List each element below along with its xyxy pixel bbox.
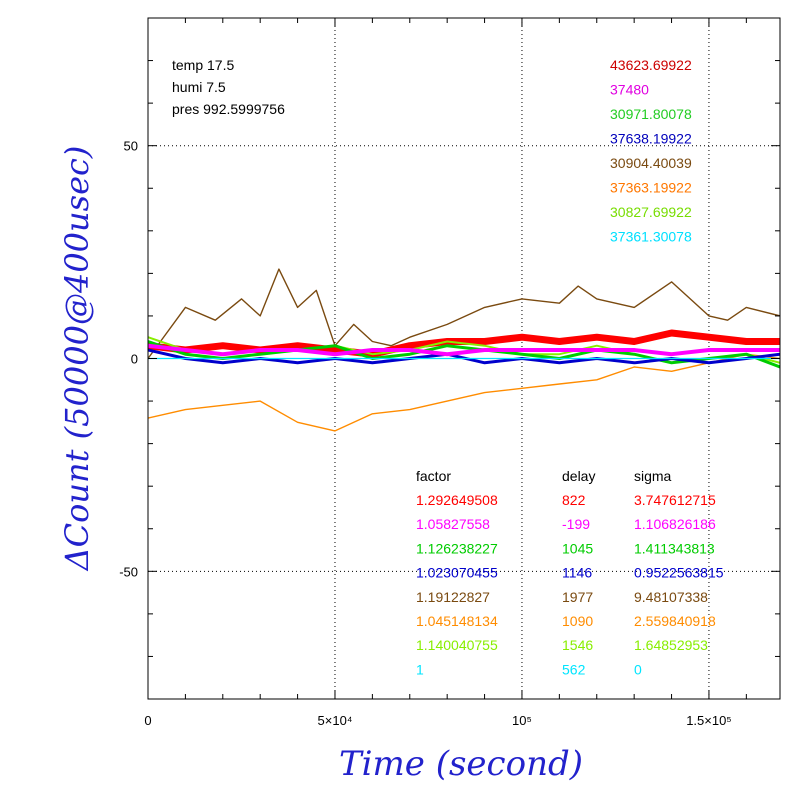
env-humi: humi 7.5: [172, 79, 226, 95]
stats-cell: 1.140040755: [416, 637, 498, 653]
stats-cell: -199: [562, 516, 590, 532]
x-axis-title: Time (second): [339, 744, 583, 784]
mean-value: 30827.69922: [610, 204, 692, 220]
env-pres: pres 992.5999756: [172, 101, 285, 117]
stats-cell: 1.045148134: [416, 613, 498, 629]
stats-cell: 1.106826186: [634, 516, 716, 532]
stats-cell: 1.64852953: [634, 637, 708, 653]
series-line-6: [148, 353, 780, 432]
y-tick-label: 0: [131, 352, 138, 367]
mean-value: 30971.80078: [610, 106, 692, 122]
stats-header: delay: [562, 468, 595, 484]
stats-cell: 1: [416, 661, 424, 677]
stats-cell: 1.292649508: [416, 492, 498, 508]
stats-cell: 562: [562, 661, 586, 677]
stats-cell: 1090: [562, 613, 593, 629]
y-tick-label: 50: [124, 139, 138, 154]
y-axis-title: ΔCount (50000@400usec): [58, 146, 96, 573]
x-tick-label: 5×10⁴: [318, 713, 353, 728]
stats-cell: 1546: [562, 637, 593, 653]
mean-value: 43623.69922: [610, 57, 692, 73]
stats-cell: 1.411343813: [634, 540, 715, 556]
stats-cell: 1.05827558: [416, 516, 490, 532]
y-tick-label: -50: [119, 564, 138, 579]
mean-value: 30904.40039: [610, 155, 692, 171]
series-line-5: [148, 268, 780, 359]
stats-cell: 1.126238227: [416, 540, 498, 556]
stats-cell: 1045: [562, 540, 593, 556]
series-line-2: [148, 343, 780, 357]
environment-block: temp 17.5 humi 7.5 pres 992.5999756: [172, 57, 285, 117]
stats-cell: 1977: [562, 589, 593, 605]
stats-cell: 3.747612715: [634, 492, 716, 508]
mean-values-block: 43623.69922 37480 30971.80078 37638.19922 30…: [610, 57, 692, 245]
stats-header: factor: [416, 468, 451, 484]
stats-table: factor delay sigma 1.292649508 822 3.74761271…: [416, 468, 724, 677]
mean-value: 37363.19922: [610, 180, 692, 196]
stats-cell: 0: [634, 661, 642, 677]
stats-cell: 2.559840918: [634, 613, 716, 629]
stats-cell: 1.19122827: [416, 589, 490, 605]
series-line-3: [148, 340, 780, 369]
axis-ticks: 0 5×10⁴ 10⁵ 1.5×10⁵ -50 0 50: [119, 18, 780, 728]
series-layer: [148, 268, 780, 432]
stats-cell: 1.023070455: [416, 565, 498, 581]
mean-value: 37361.30078: [610, 229, 692, 245]
stats-cell: 1146: [562, 565, 592, 581]
stats-cell: 822: [562, 492, 586, 508]
x-tick-label: 1.5×10⁵: [686, 713, 732, 728]
x-tick-label: 10⁵: [512, 713, 532, 728]
mean-value: 37638.19922: [610, 131, 692, 147]
stats-header: sigma: [634, 468, 672, 484]
mean-value: 37480: [610, 82, 649, 98]
env-temp: temp 17.5: [172, 57, 234, 73]
stats-cell: 0.9522563815: [634, 565, 724, 581]
x-tick-label: 0: [144, 713, 151, 728]
stats-cell: 9.48107338: [634, 589, 708, 605]
